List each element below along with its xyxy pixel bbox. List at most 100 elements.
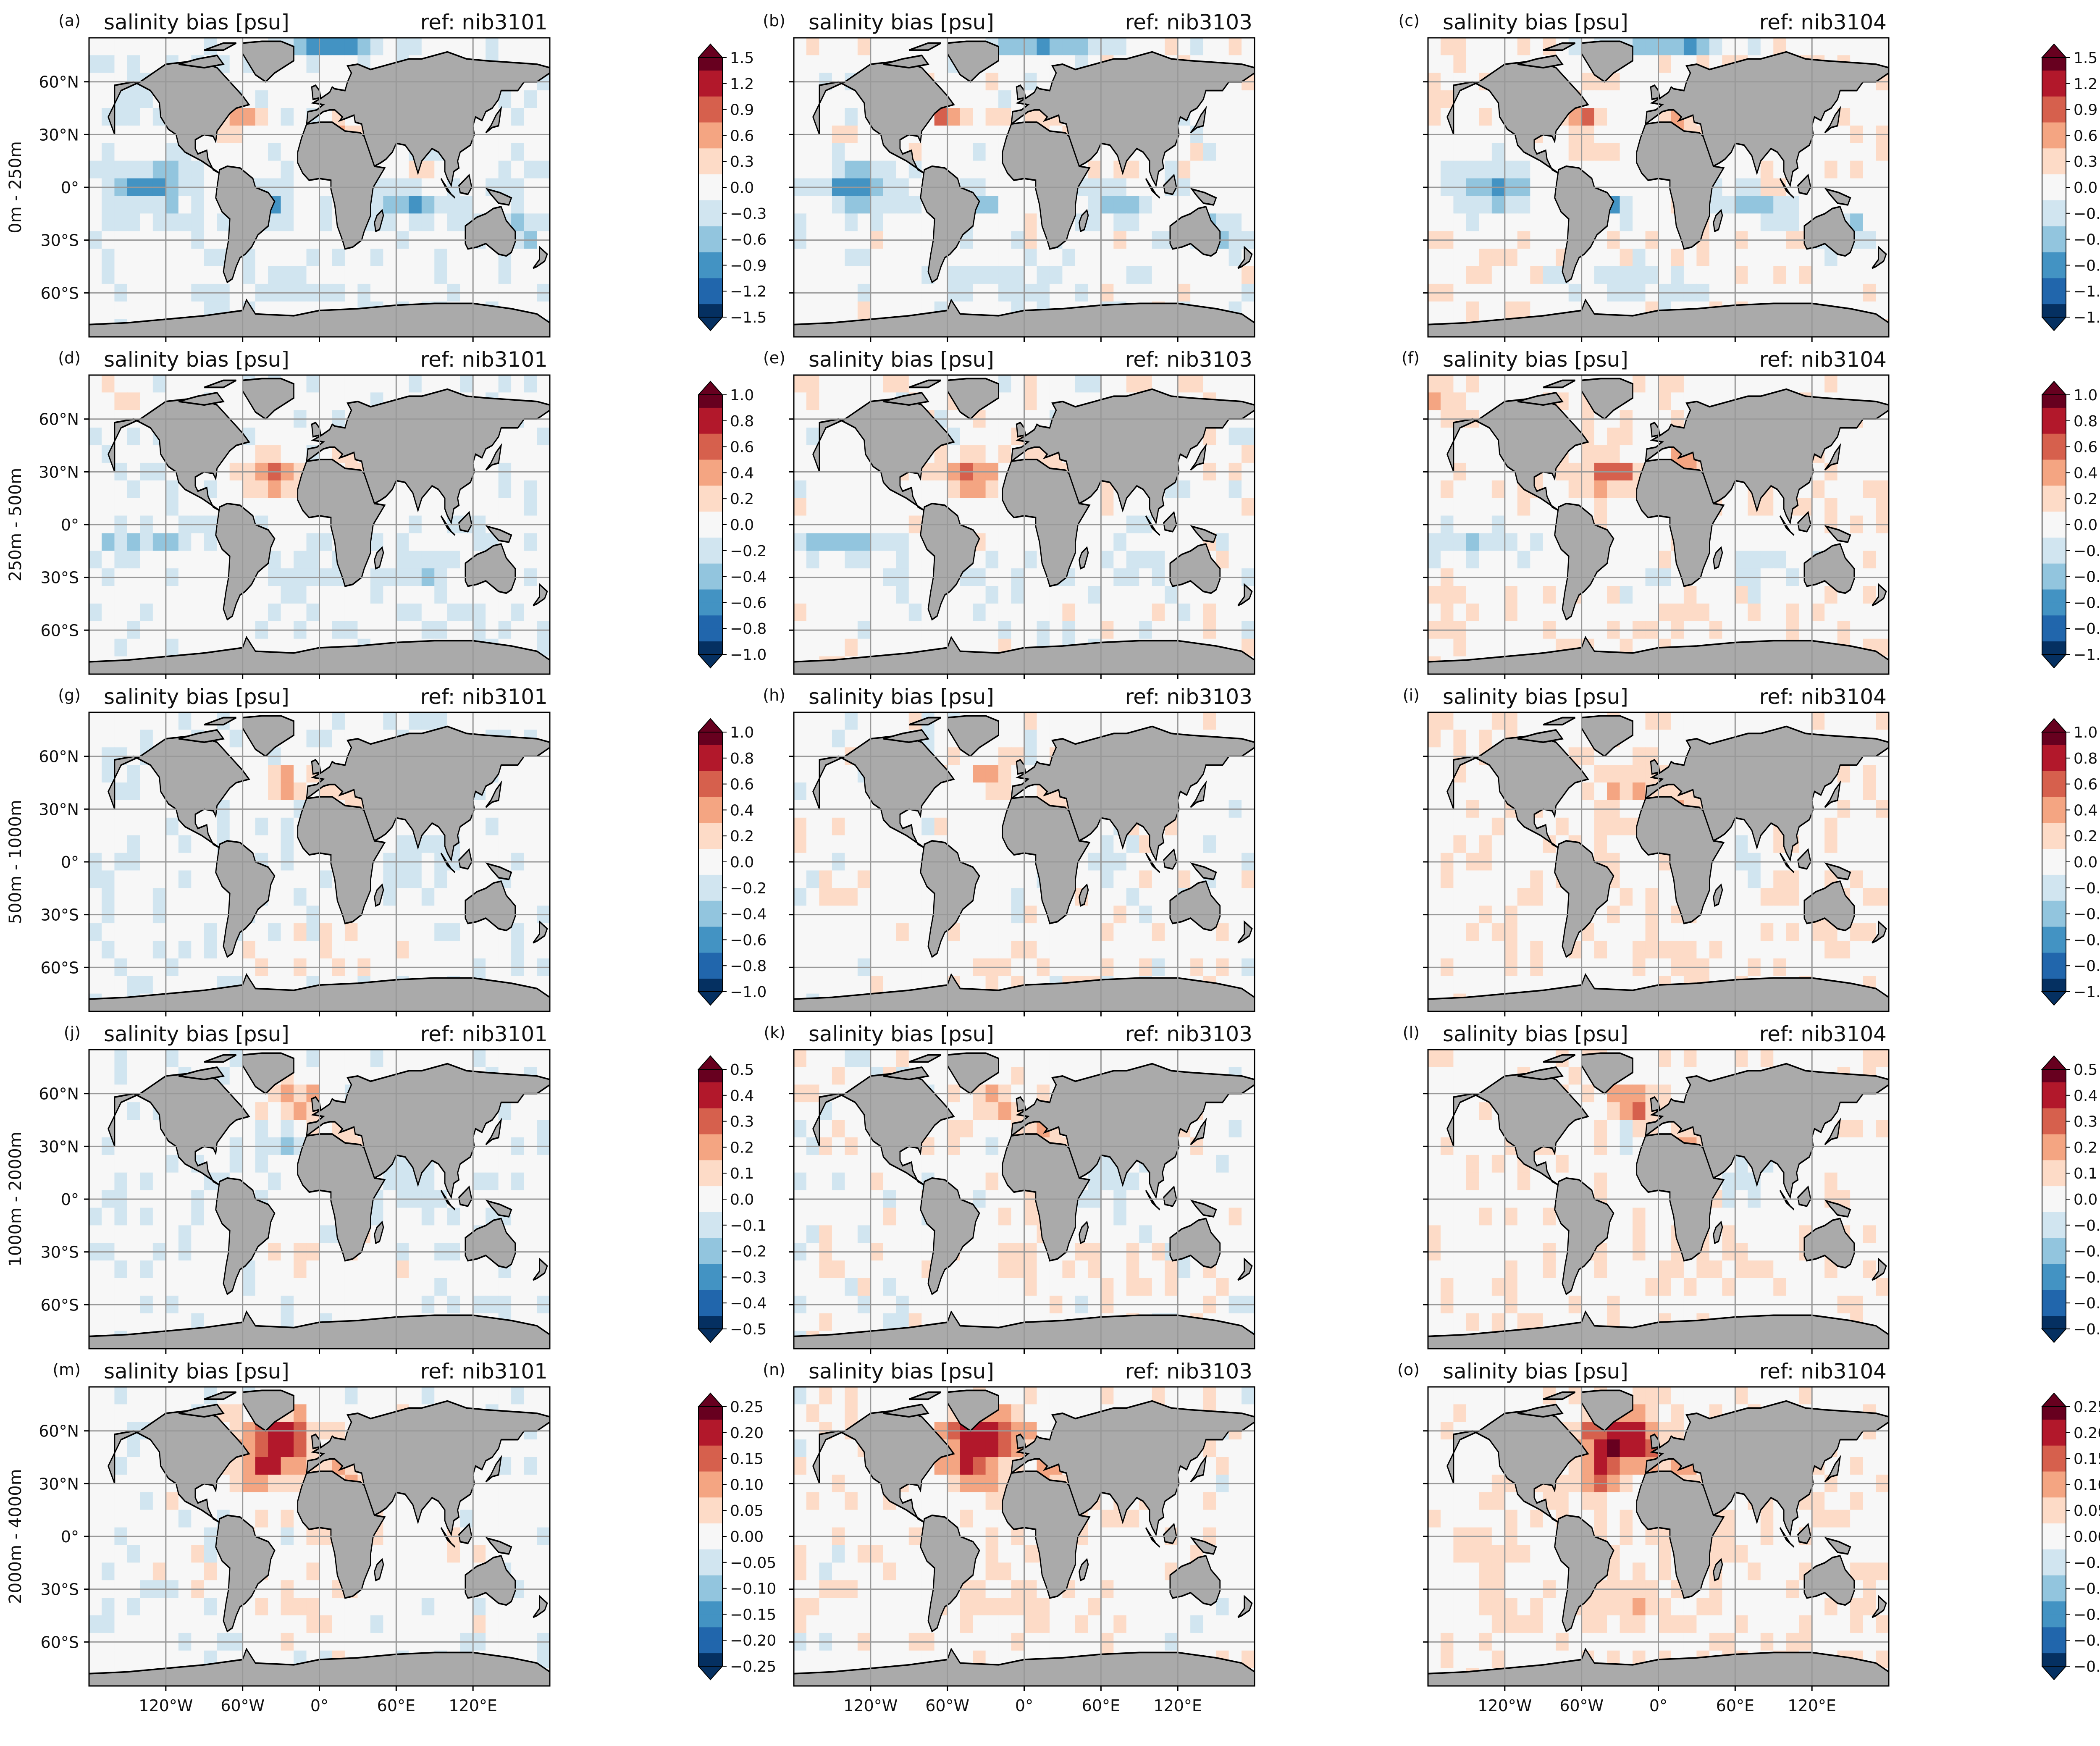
bias-cell	[152, 603, 166, 622]
bias-cell	[152, 940, 166, 959]
bias-cell	[114, 143, 128, 161]
reference-label: ref: nib3101	[420, 685, 548, 709]
bias-cell	[896, 196, 909, 214]
bias-cell	[537, 480, 550, 499]
colorbar-extend-max	[2041, 43, 2067, 58]
bias-cell	[1440, 375, 1454, 393]
bias-cell	[127, 870, 141, 889]
bias-cell	[1517, 498, 1531, 516]
panel-letter: (c)	[1398, 11, 1420, 30]
bias-cell	[498, 266, 512, 284]
bias-cell	[409, 196, 422, 214]
bias-cell	[370, 923, 384, 941]
bias-cell	[242, 603, 256, 622]
bias-cell	[1428, 392, 1441, 411]
bias-cell	[114, 160, 128, 179]
colorbar-tick-label: −0.4	[730, 569, 766, 586]
bias-cell	[1177, 38, 1191, 56]
bias-cell	[242, 445, 256, 463]
colorbar-tick-label: 0.0	[730, 179, 754, 197]
colorbar: 1.51.20.90.60.30.0−0.3−0.6−0.9−1.2−1.5	[2041, 43, 2100, 331]
colorbar: 1.00.80.60.40.20.0−0.2−0.4−0.6−0.8−1.0	[697, 381, 766, 669]
bias-cell	[229, 712, 243, 730]
bias-cell	[268, 940, 281, 959]
bias-cell	[127, 266, 141, 284]
bias-cell	[1594, 428, 1608, 446]
bias-cell	[294, 249, 307, 267]
bias-cell	[498, 603, 512, 622]
bias-cell	[1543, 603, 1557, 622]
bias-cell	[1190, 480, 1204, 499]
bias-cell	[1876, 196, 1889, 214]
bias-cell	[383, 498, 396, 516]
bias-cell	[1113, 586, 1127, 604]
bias-cell	[960, 603, 974, 622]
bias-cell	[1216, 712, 1229, 730]
bias-cell	[152, 266, 166, 284]
bias-cell	[319, 870, 333, 889]
lat-tick-label: 60°N	[39, 73, 79, 92]
bias-cell	[1633, 108, 1646, 126]
colorbar-segment	[2042, 628, 2066, 642]
bias-cell	[908, 551, 922, 569]
bias-cell	[857, 160, 871, 179]
bias-cell	[319, 392, 333, 411]
colorbar-segment	[698, 291, 722, 305]
bias-cell	[140, 976, 153, 994]
lat-tick-label: 60°S	[41, 958, 79, 977]
bias-cell	[319, 551, 333, 569]
bias-cell	[511, 712, 525, 730]
bias-cell	[178, 38, 192, 56]
map-panel: (c) salinity bias [psu] ref: nib3104	[1398, 10, 1890, 342]
bias-cell	[409, 249, 422, 267]
bias-cell	[794, 498, 807, 516]
colorbar-tick-label: 0.8	[730, 413, 754, 430]
bias-cell	[1216, 428, 1229, 446]
bias-cell	[1773, 551, 1787, 569]
bias-cell	[1876, 90, 1889, 109]
bias-cell	[1228, 817, 1242, 836]
bias-cell	[1850, 498, 1864, 516]
colorbar-segment	[698, 213, 722, 227]
bias-cell	[1049, 375, 1063, 393]
bias-cell	[1735, 498, 1748, 516]
bias-cell	[306, 196, 320, 214]
bias-cell	[537, 143, 550, 161]
bias-cell	[1645, 392, 1659, 411]
bias-cell	[281, 266, 294, 284]
bias-cell	[1011, 392, 1024, 411]
bias-cell	[1748, 38, 1761, 56]
bias-cell	[1607, 266, 1620, 284]
bias-cell	[870, 480, 884, 499]
bias-cell	[101, 498, 115, 516]
bias-cell	[460, 586, 473, 604]
bias-cell	[1748, 603, 1761, 622]
colorbar-segment	[2042, 304, 2066, 318]
bias-cell	[1581, 480, 1595, 499]
bias-cell	[1850, 533, 1864, 551]
bias-cell	[908, 533, 922, 551]
bias-cell	[255, 603, 269, 622]
bias-cell	[1633, 392, 1646, 411]
bias-cell	[152, 835, 166, 853]
bias-cell	[1126, 38, 1140, 56]
bias-cell	[794, 445, 807, 463]
bias-cell	[89, 551, 102, 569]
bias-cell	[1683, 586, 1697, 604]
bias-cell	[537, 817, 550, 836]
bias-cell	[1530, 603, 1544, 622]
bias-cell	[1633, 551, 1646, 569]
panel-title: salinity bias [psu]	[104, 685, 289, 709]
bias-cell	[870, 498, 884, 516]
colorbar-segment	[698, 395, 722, 408]
colorbar-segment	[2042, 213, 2066, 227]
bias-cell	[1504, 249, 1518, 267]
bias-cell	[127, 375, 141, 393]
bias-cell	[1011, 249, 1024, 267]
bias-cell	[1837, 160, 1851, 179]
bias-cell	[1190, 375, 1204, 393]
bias-cell	[127, 835, 141, 853]
bias-cell	[883, 375, 897, 393]
colorbar-tick-label: −1.2	[730, 283, 766, 300]
bias-cell	[806, 498, 820, 516]
